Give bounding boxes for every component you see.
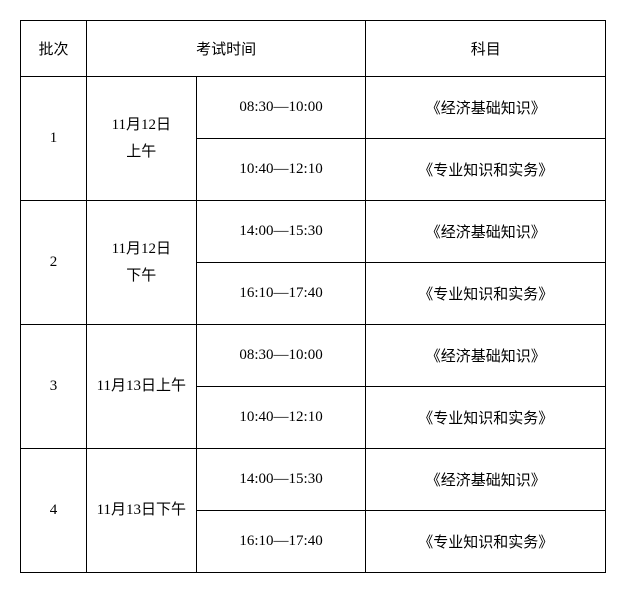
slot-subject: 《经济基础知识》 — [366, 325, 606, 387]
slot-time: 16:10—17:40 — [196, 511, 366, 573]
slot-time: 10:40—12:10 — [196, 387, 366, 449]
slot-subject: 《经济基础知识》 — [366, 77, 606, 139]
slot-time: 08:30—10:00 — [196, 325, 366, 387]
slot-subject: 《专业知识和实务》 — [366, 387, 606, 449]
batch-number: 3 — [21, 325, 87, 449]
batch-number: 4 — [21, 449, 87, 573]
slot-time: 10:40—12:10 — [196, 139, 366, 201]
batch-date: 11月12日上午 — [86, 77, 196, 201]
slot-subject: 《专业知识和实务》 — [366, 139, 606, 201]
table-row: 1 11月12日上午 08:30—10:00 《经济基础知识》 — [21, 77, 606, 139]
batch-date: 11月13日上午 — [86, 325, 196, 449]
header-exam-time: 考试时间 — [86, 21, 366, 77]
slot-time: 14:00—15:30 — [196, 201, 366, 263]
batch-date: 11月13日下午 — [86, 449, 196, 573]
batch-number: 2 — [21, 201, 87, 325]
batch-date: 11月12日下午 — [86, 201, 196, 325]
slot-subject: 《专业知识和实务》 — [366, 511, 606, 573]
table-row: 4 11月13日下午 14:00—15:30 《经济基础知识》 — [21, 449, 606, 511]
exam-schedule-table: 批次 考试时间 科目 1 11月12日上午 08:30—10:00 《经济基础知… — [20, 20, 606, 573]
table-header-row: 批次 考试时间 科目 — [21, 21, 606, 77]
slot-subject: 《经济基础知识》 — [366, 201, 606, 263]
table-row: 2 11月12日下午 14:00—15:30 《经济基础知识》 — [21, 201, 606, 263]
batch-number: 1 — [21, 77, 87, 201]
slot-subject: 《经济基础知识》 — [366, 449, 606, 511]
table-row: 3 11月13日上午 08:30—10:00 《经济基础知识》 — [21, 325, 606, 387]
slot-subject: 《专业知识和实务》 — [366, 263, 606, 325]
header-subject: 科目 — [366, 21, 606, 77]
header-batch: 批次 — [21, 21, 87, 77]
slot-time: 14:00—15:30 — [196, 449, 366, 511]
slot-time: 16:10—17:40 — [196, 263, 366, 325]
slot-time: 08:30—10:00 — [196, 77, 366, 139]
